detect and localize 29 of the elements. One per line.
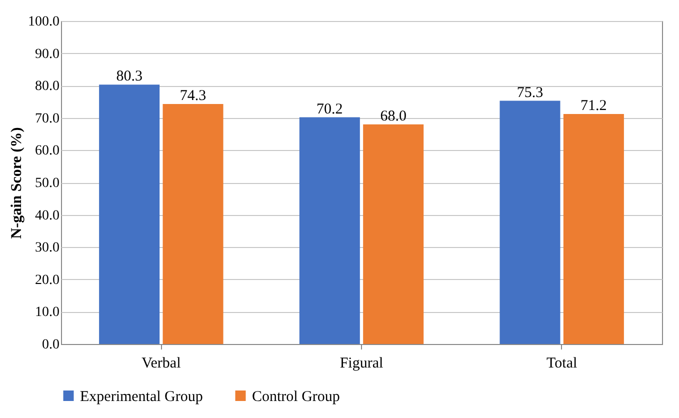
y-tick-label: 100.0 bbox=[28, 14, 60, 30]
y-tick-label: 10.0 bbox=[35, 305, 60, 320]
x-tick-label: Figural bbox=[340, 356, 384, 372]
y-tick-label: 0.0 bbox=[42, 338, 60, 352]
bar bbox=[563, 114, 624, 344]
legend-label: Control Group bbox=[252, 388, 340, 405]
y-tick-label: 70.0 bbox=[35, 111, 60, 126]
x-tick-label: Verbal bbox=[142, 356, 181, 372]
bar bbox=[299, 117, 360, 344]
bar bbox=[99, 84, 160, 344]
x-tick-label: Total bbox=[546, 356, 578, 372]
y-tick-label: 40.0 bbox=[35, 208, 60, 224]
y-tick-label: 20.0 bbox=[35, 272, 60, 288]
y-tick-label: 90.0 bbox=[35, 46, 60, 62]
legend-label: Experimental Group bbox=[80, 388, 203, 405]
data-label: 80.3 bbox=[116, 68, 142, 85]
data-label: 71.2 bbox=[580, 98, 607, 114]
y-tick-label: 60.0 bbox=[35, 144, 60, 159]
data-label: 75.3 bbox=[516, 84, 544, 101]
y-axis-title: N-gain Score (%) bbox=[9, 127, 25, 239]
y-tick-label: 30.0 bbox=[35, 240, 60, 256]
data-label: 70.2 bbox=[316, 101, 343, 118]
bar bbox=[500, 100, 560, 344]
y-tick-label: 80.0 bbox=[35, 79, 60, 94]
y-tick-label: 50.0 bbox=[35, 176, 60, 191]
data-label: 68.0 bbox=[380, 108, 406, 124]
bar bbox=[363, 124, 424, 344]
data-label: 74.3 bbox=[180, 88, 206, 104]
bar bbox=[162, 104, 224, 344]
